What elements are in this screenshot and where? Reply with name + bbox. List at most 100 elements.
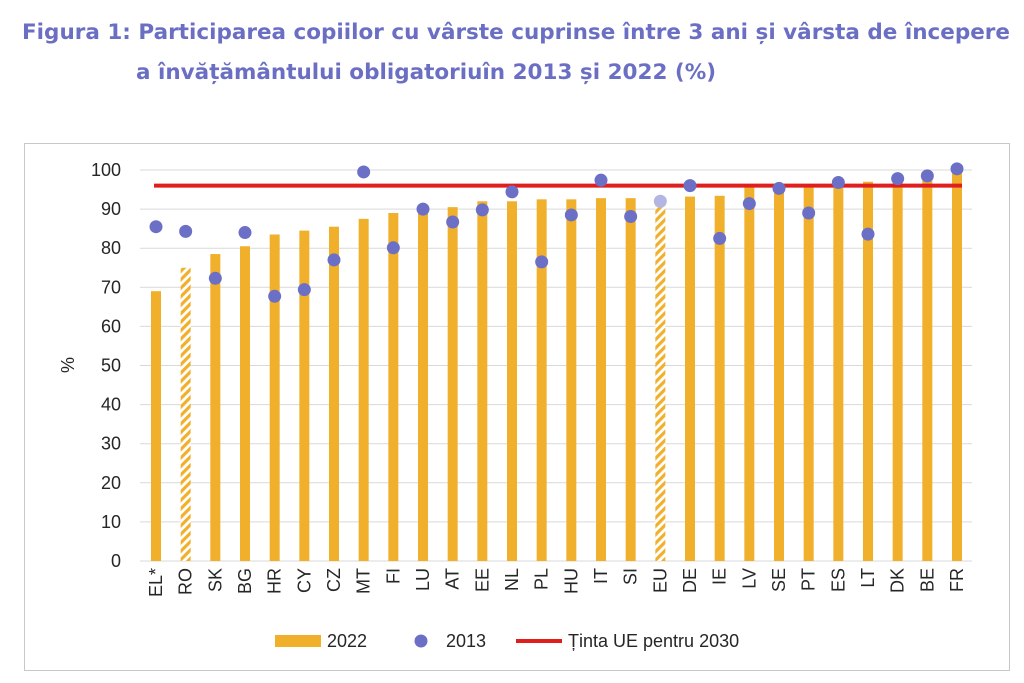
x-tick-label: MT xyxy=(354,568,374,594)
bar-2022-nl xyxy=(507,201,517,561)
x-tick-label: HR xyxy=(265,568,285,594)
dot-2013-mt xyxy=(357,165,371,179)
dot-2013-pl xyxy=(535,255,549,269)
dot-2013-pt xyxy=(802,206,816,220)
x-tick-label: ES xyxy=(828,568,848,592)
x-tick-label: SE xyxy=(769,568,789,592)
bar-2022-de xyxy=(685,196,695,561)
y-tick-label: 80 xyxy=(101,238,121,258)
dot-2013-lv xyxy=(742,197,756,211)
legend-label-2013: 2013 xyxy=(446,631,486,651)
y-tick-label: 0 xyxy=(111,551,121,571)
bar-2022-cy xyxy=(299,230,310,562)
dots-2013 xyxy=(149,162,964,303)
bar-2022-it xyxy=(596,198,606,562)
bar-2022-ie xyxy=(714,195,725,561)
chart-frame xyxy=(24,143,1010,671)
gridlines xyxy=(140,169,972,562)
bar-2022-lv xyxy=(744,186,755,561)
y-tick-label: 70 xyxy=(101,277,121,297)
dot-2013-hr xyxy=(268,289,282,303)
x-tick-label: LV xyxy=(739,568,759,589)
bar-2022-ee xyxy=(477,201,488,561)
dot-2013-bg xyxy=(238,226,252,240)
dot-2013-cy xyxy=(297,283,311,297)
dot-2013-sk xyxy=(208,271,222,285)
figure-title-line-1: Figura 1: Participarea copiilor cu vârst… xyxy=(22,20,1010,45)
x-tick-label: FR xyxy=(947,568,967,592)
bar-2022-fi xyxy=(388,213,399,561)
x-tick-label: AT xyxy=(443,568,463,590)
x-tick-label: HU xyxy=(561,568,581,594)
dot-2013-se xyxy=(772,181,786,195)
bar-2022-ro xyxy=(180,267,191,561)
dot-2013-cz xyxy=(327,253,341,267)
chart-legend: 2022 2013 Ținta UE pentru 2030 xyxy=(275,631,739,651)
bar-2022-eu xyxy=(655,199,666,561)
bar-2022-lu xyxy=(418,211,428,561)
y-tick-label: 60 xyxy=(101,316,121,336)
bar-2022-es xyxy=(833,183,844,561)
bar-2022-hu xyxy=(566,199,577,561)
bars-2022 xyxy=(151,170,962,562)
dot-2013-es xyxy=(831,176,845,190)
dot-2013-ie xyxy=(713,231,727,245)
dot-2013-eu xyxy=(653,194,667,208)
dot-2013-ee xyxy=(475,203,489,217)
x-tick-label: EL* xyxy=(146,568,166,597)
bar-2022-hr xyxy=(269,234,280,561)
dot-2013-fi xyxy=(386,241,400,255)
bar-2022-cz xyxy=(329,226,339,561)
y-tick-label: 90 xyxy=(101,199,121,219)
dot-2013-el xyxy=(149,220,163,234)
bar-2022-at xyxy=(447,207,458,561)
dot-2013-lt xyxy=(861,227,875,241)
figure-title: Figura 1: Participarea copiilor cu vârst… xyxy=(0,0,1024,100)
x-tick-label: SI xyxy=(621,568,641,585)
x-tick-label: EU xyxy=(650,568,670,593)
dot-2013-dk xyxy=(891,172,905,186)
bar-2022-lt xyxy=(863,181,873,562)
dot-2013-be xyxy=(920,169,934,183)
x-tick-label: NL xyxy=(502,568,522,591)
dot-2013-de xyxy=(683,179,697,193)
y-tick-label: 50 xyxy=(101,356,121,376)
x-tick-label: FI xyxy=(383,568,403,584)
x-axis-ticks: EL* RO SK BG HR CY CZ MT FI LU AT EE NL PL HU IT SI EU DE I… xyxy=(146,568,967,597)
x-tick-label: LU xyxy=(413,568,433,591)
x-tick-label: DK xyxy=(888,568,908,593)
x-tick-label: LT xyxy=(858,568,878,588)
legend-label-target: Ținta UE pentru 2030 xyxy=(568,631,739,651)
bar-2022-mt xyxy=(358,218,369,561)
dot-2013-ro xyxy=(179,224,193,238)
y-axis-label: % xyxy=(58,357,78,373)
legend-label-2022: 2022 xyxy=(327,631,367,651)
dot-2013-hu xyxy=(564,208,578,222)
x-tick-label: CZ xyxy=(324,568,344,592)
bar-2022-pt xyxy=(803,186,814,561)
y-tick-label: 40 xyxy=(101,395,121,415)
bar-2022-se xyxy=(774,186,784,561)
bar-2022-be xyxy=(922,178,933,562)
y-tick-label: 10 xyxy=(101,512,121,532)
legend-swatch-2013 xyxy=(414,634,428,648)
bar-2022-sk xyxy=(210,254,221,561)
x-tick-label: DE xyxy=(680,568,700,593)
dot-2013-nl xyxy=(505,185,519,199)
dot-2013-fr xyxy=(950,162,964,176)
x-tick-label: SK xyxy=(205,568,225,592)
x-tick-label: IT xyxy=(591,568,611,584)
x-tick-label: EE xyxy=(472,568,492,592)
y-tick-label: 100 xyxy=(91,160,121,180)
bar-2022-bg xyxy=(240,246,250,561)
bar-2022-si xyxy=(625,198,636,562)
dot-2013-si xyxy=(624,210,638,224)
x-tick-label: PT xyxy=(799,568,819,591)
x-tick-label: CY xyxy=(294,568,314,593)
bar-2022-pl xyxy=(536,199,547,561)
x-tick-label: PL xyxy=(532,568,552,590)
bar-2022-el xyxy=(151,291,161,561)
x-tick-label: BG xyxy=(235,568,255,594)
bar-2022-fr xyxy=(952,170,962,561)
